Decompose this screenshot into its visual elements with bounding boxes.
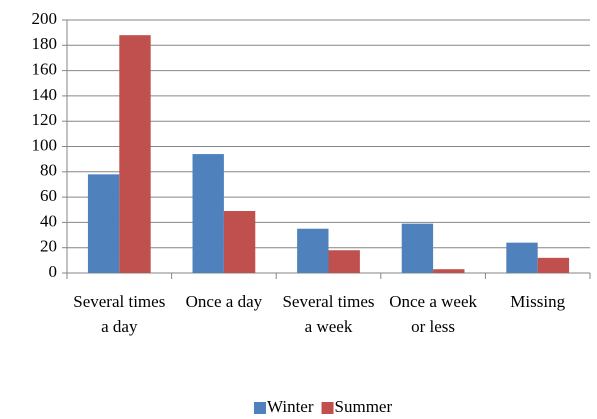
bar (328, 250, 360, 273)
bar (537, 257, 570, 273)
x-tick-label: Several times a week (282, 292, 375, 336)
y-tick-label: 140 (32, 85, 58, 104)
y-tick-label: 180 (32, 34, 58, 53)
x-tick-label: Several times a day (73, 292, 166, 336)
x-tick-label: Once a day (185, 292, 263, 311)
legend-label: Winter (267, 397, 314, 416)
y-tick-label: 100 (32, 135, 58, 154)
y-tick-label: 80 (40, 161, 57, 180)
legend-swatch (321, 402, 334, 414)
bar (297, 228, 329, 273)
x-tick-label: Once a week or less (389, 292, 477, 336)
bar (506, 242, 538, 273)
legend-label: Summer (335, 397, 393, 416)
x-tick-label: Missing (510, 292, 566, 311)
y-tick-label: 20 (40, 237, 57, 256)
y-tick-label: 40 (40, 211, 57, 230)
y-tick-label: 120 (32, 110, 58, 129)
bar (401, 223, 434, 273)
bar (119, 35, 151, 274)
bar (223, 211, 256, 273)
y-tick-label: 200 (32, 9, 58, 28)
y-tick-label: 60 (40, 186, 57, 205)
bar (87, 174, 120, 273)
legend-swatch (254, 402, 266, 414)
bar (433, 269, 465, 273)
y-tick-label: 160 (32, 60, 58, 79)
bar (192, 154, 224, 273)
y-tick-label: 0 (49, 262, 58, 281)
